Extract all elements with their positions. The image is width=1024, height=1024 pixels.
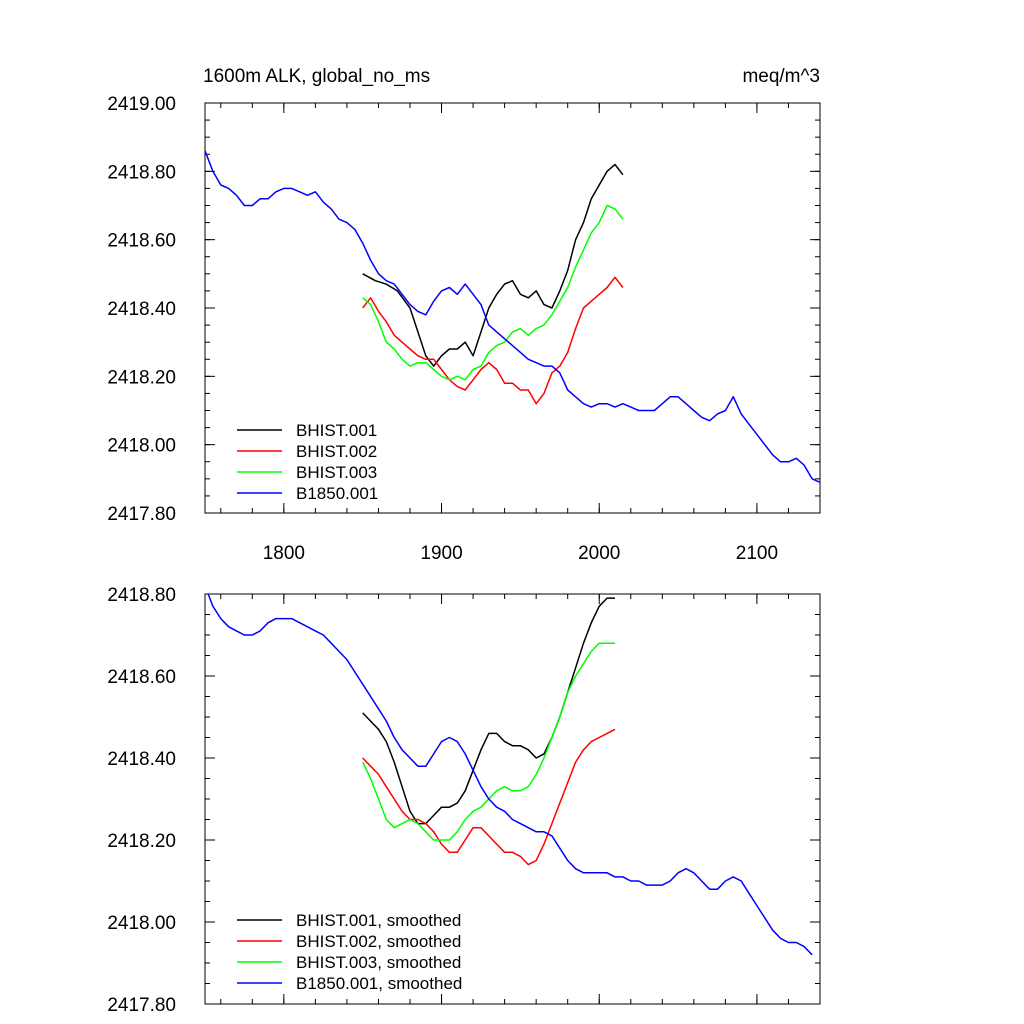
legend-label: B1850.001, smoothed — [296, 974, 462, 993]
series-line-2 — [362, 728, 616, 866]
bottom-panel: 2417.80 2418.00 2418.20 2418.40 2418.60 2418.… — [107, 585, 821, 1016]
x-tick-label: 2000 — [578, 543, 620, 564]
y-tick-label: 2418.40 — [107, 749, 176, 770]
x-tick-label: 1800 — [263, 543, 305, 564]
y-tick-label: 2418.20 — [107, 367, 176, 388]
y-tick-label: 2418.60 — [107, 667, 176, 688]
y-tick-label: 2418.80 — [107, 585, 176, 606]
series-line-3 — [362, 642, 615, 841]
legend-label: BHIST.003, smoothed — [296, 953, 461, 972]
legend-label: BHIST.002, smoothed — [296, 932, 461, 951]
y-tick-label: 2418.60 — [107, 231, 176, 252]
chart-units: meq/m^3 — [742, 66, 820, 87]
series-line-1 — [362, 597, 615, 825]
x-tick-label: 1900 — [420, 543, 462, 564]
top-panel: 2417.80 2418.00 2418.20 2418.40 2418.60 2418.… — [107, 94, 821, 564]
legend-label: B1850.001 — [296, 484, 378, 503]
legend-label: BHIST.001 — [296, 421, 377, 440]
y-tick-label: 2418.00 — [107, 436, 176, 457]
y-tick-label: 2418.00 — [107, 913, 176, 934]
legend-label: BHIST.003 — [296, 463, 377, 482]
series-line-1 — [362, 163, 624, 367]
y-tick-label: 2418.40 — [107, 299, 176, 320]
y-tick-label: 2418.20 — [107, 831, 176, 852]
series-line-2 — [362, 276, 624, 405]
series-line-4 — [205, 150, 820, 483]
x-tick-label: 2100 — [736, 543, 778, 564]
series-line-3 — [362, 204, 624, 381]
legend-label: BHIST.002 — [296, 442, 377, 461]
y-tick-label: 2419.00 — [107, 94, 176, 115]
y-tick-label: 2418.80 — [107, 162, 176, 183]
legend-label: BHIST.001, smoothed — [296, 911, 461, 930]
y-tick-label: 2417.80 — [107, 504, 176, 525]
series-line-4 — [207, 594, 813, 956]
y-tick-label: 2417.80 — [107, 995, 176, 1016]
chart-title: 1600m ALK, global_no_ms — [203, 66, 430, 87]
